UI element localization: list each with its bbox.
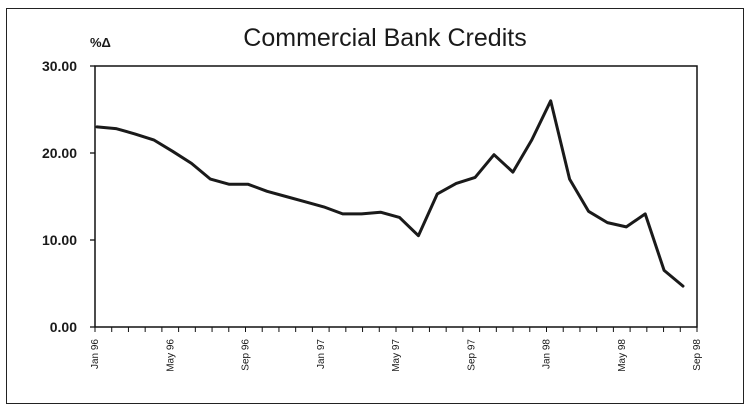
y-tick-label: 30.00 [42, 58, 77, 74]
chart-frame [6, 8, 744, 404]
x-tick-label: May 97 [391, 339, 402, 372]
x-ticks: Jan 96 May 96 Sep 96 Jan 97 May 97 Sep 97 Jan … [90, 327, 703, 372]
y-tick-label: 10.00 [42, 232, 77, 248]
x-tick-label: Sep 96 [241, 339, 252, 371]
y-ticks: 0.00 10.00 20.00 30.00 [42, 58, 95, 335]
x-tick-label: Sep 98 [692, 339, 703, 371]
chart-title: Commercial Bank Credits [243, 24, 526, 52]
x-tick-label: Jan 97 [316, 339, 327, 369]
x-tick-label: May 96 [165, 339, 176, 372]
series-line [95, 99, 685, 288]
x-tick-label: Sep 97 [466, 339, 477, 371]
plot-area [94, 65, 698, 328]
x-tick-label: May 98 [617, 339, 628, 372]
y-tick-label: 20.00 [42, 145, 77, 161]
y-tick-label: 0.00 [50, 319, 77, 335]
x-tick-label: Jan 98 [542, 339, 553, 369]
x-tick-label: Jan 96 [90, 339, 101, 369]
series-layer [95, 99, 685, 288]
y-axis-label: %Δ [90, 35, 111, 50]
